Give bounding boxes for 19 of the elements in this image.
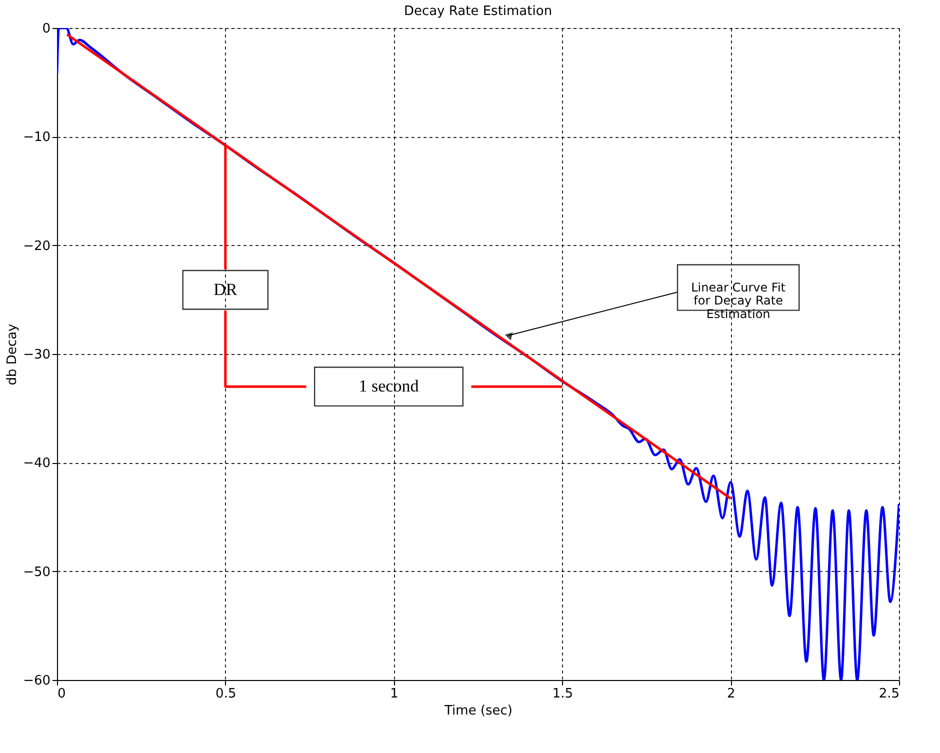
x-axis-title: Time (sec) — [443, 704, 513, 718]
y-tick-label: −60 — [23, 674, 50, 688]
x-tick-label: 2 — [726, 686, 736, 702]
x-tick-label: 1.5 — [552, 686, 574, 702]
chart-title: Decay Rate Estimation — [404, 4, 552, 19]
y-tick-label: 0 — [42, 22, 50, 36]
y-tick-label: −20 — [23, 238, 50, 254]
annotation: 1 second — [358, 376, 420, 396]
x-tick-label: 0 — [58, 686, 66, 702]
y-tick-label: −40 — [23, 456, 50, 472]
x-tick-label: 1 — [390, 686, 398, 702]
y-tick-label: −50 — [23, 564, 50, 580]
annotation: Linear Curve Fit for Decay Rate Estimation — [691, 280, 786, 321]
x-tick-label: 2.5 — [878, 686, 900, 702]
y-tick-label: −30 — [23, 348, 50, 362]
x-tick-label: 0.5 — [216, 686, 236, 702]
y-axis-title: db Decay — [5, 323, 20, 386]
y-tick-label: −10 — [23, 130, 50, 146]
annotation: DR — [214, 280, 238, 299]
